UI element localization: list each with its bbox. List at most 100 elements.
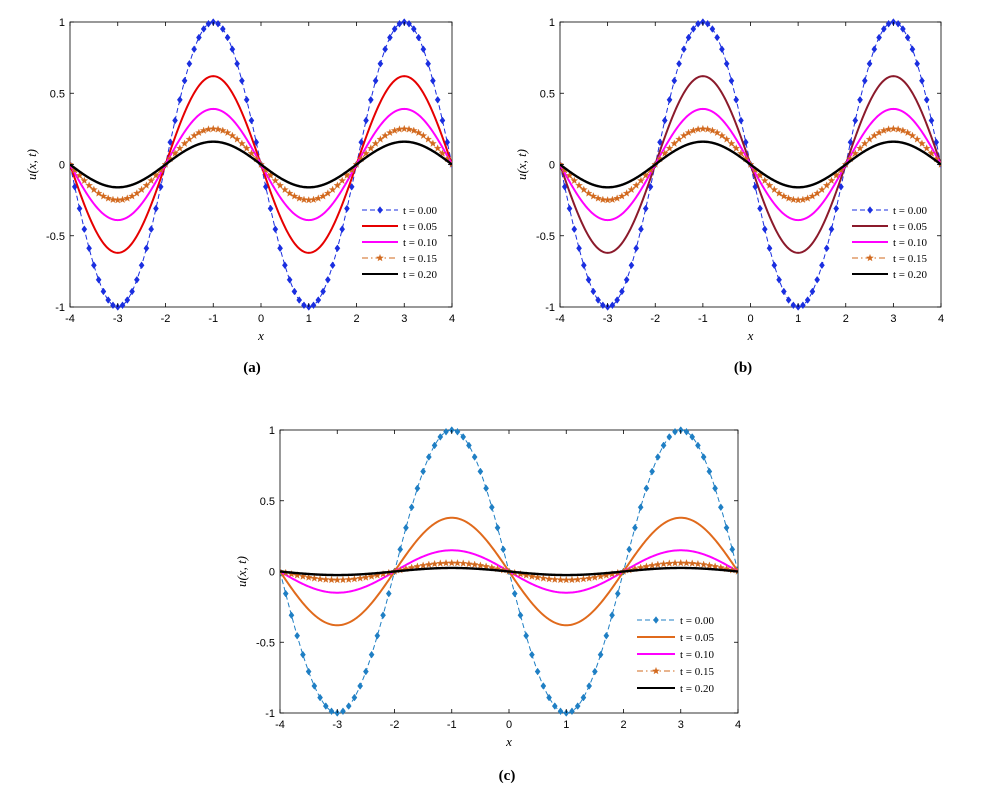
- x-tick-label: 2: [843, 313, 849, 325]
- series-3-marker: [539, 574, 548, 582]
- series-3-marker: [242, 144, 251, 152]
- series-0-marker: [576, 244, 582, 253]
- series-0-marker: [638, 225, 644, 234]
- series-0-marker: [919, 76, 925, 85]
- series-0-marker: [880, 25, 887, 33]
- y-tick-label: -1: [265, 708, 275, 720]
- series-3-marker: [550, 575, 559, 583]
- series-0-marker: [597, 650, 604, 659]
- series-0-marker: [633, 244, 640, 253]
- legend-marker-3: [376, 253, 384, 262]
- series-0-marker: [600, 301, 606, 310]
- series-3-marker: [727, 139, 736, 147]
- series-3-marker: [338, 176, 347, 184]
- series-0-marker: [291, 287, 298, 296]
- series-3-marker: [290, 192, 299, 200]
- series-0-marker: [712, 484, 718, 493]
- x-tick-label: -4: [65, 313, 75, 325]
- series-3-marker: [228, 131, 237, 139]
- series-3-marker: [899, 126, 907, 134]
- series-3-marker: [465, 559, 473, 568]
- series-0-marker: [569, 707, 575, 716]
- series-0-marker: [434, 95, 441, 104]
- legend-label-2: t = 0.10: [893, 237, 928, 249]
- series-0-marker: [719, 45, 725, 54]
- series-0-marker: [790, 301, 797, 310]
- series-3-marker: [123, 194, 132, 202]
- series-0-marker: [86, 244, 92, 253]
- series-0-marker: [277, 244, 283, 253]
- series-0-marker: [649, 467, 655, 476]
- series-3-marker: [281, 185, 289, 193]
- series-3-marker: [654, 560, 662, 568]
- series-0-marker: [592, 667, 598, 676]
- legend-label-1: t = 0.05: [680, 632, 715, 644]
- chart-a: -4 -3 -2 -1 0 1 2 3 4 -1 -0.5 0 0.5 1 x u(x, t) t = 0.00…: [24, 17, 455, 376]
- series-3-marker: [584, 189, 593, 197]
- series-3-marker: [575, 181, 583, 189]
- series-0-marker: [609, 611, 615, 620]
- series-0-marker: [666, 433, 673, 441]
- series-0-marker: [239, 76, 245, 85]
- series-0-marker: [397, 545, 404, 554]
- series-0-marker: [363, 667, 369, 676]
- series-3-marker: [195, 128, 203, 137]
- series-0-marker: [632, 523, 638, 532]
- series-0-marker: [363, 116, 369, 125]
- series-3-marker: [350, 575, 359, 583]
- series-line-4: [560, 140, 941, 189]
- series-3-marker: [889, 124, 898, 133]
- series-0-marker: [167, 138, 174, 147]
- series-3-marker: [579, 185, 588, 193]
- series-3-marker: [233, 135, 241, 143]
- series-0-marker: [823, 244, 830, 253]
- series-0-marker: [408, 503, 415, 512]
- series-3-marker: [390, 126, 399, 134]
- x-axis-label: x: [257, 328, 264, 343]
- y-tick-label: 1: [269, 425, 275, 437]
- series-0-marker: [176, 95, 183, 104]
- series-0-marker: [420, 45, 427, 54]
- x-axis-label: x: [505, 734, 512, 749]
- series-0-marker: [391, 25, 398, 33]
- series-3-marker: [642, 562, 651, 570]
- series-0-marker: [557, 707, 564, 716]
- series-0-marker: [439, 116, 446, 125]
- series-0-marker: [382, 45, 389, 54]
- series-0-marker: [654, 453, 661, 461]
- x-tick-label: 0: [506, 719, 512, 731]
- series-3-marker: [247, 149, 256, 157]
- series-0-marker: [529, 650, 535, 659]
- series-0-marker: [387, 33, 393, 42]
- legend-label-4: t = 0.20: [403, 269, 438, 281]
- series-0-marker: [119, 301, 126, 310]
- series-0-marker: [483, 484, 489, 493]
- series-0-marker: [301, 301, 307, 310]
- series-0-marker: [191, 45, 198, 54]
- series-0-marker: [124, 296, 131, 304]
- series-0-marker: [215, 19, 221, 28]
- series-0-marker: [248, 116, 255, 125]
- series-0-marker: [704, 19, 711, 28]
- series-0-marker: [700, 453, 707, 461]
- series-3-marker: [660, 149, 669, 157]
- series-3-marker: [433, 144, 442, 152]
- series-3-marker: [276, 181, 284, 189]
- series-0-marker: [396, 19, 403, 28]
- series-0-marker: [414, 484, 421, 493]
- series-3-marker: [430, 559, 439, 568]
- legend-label-0: t = 0.00: [403, 205, 438, 217]
- series-0-marker: [324, 275, 331, 284]
- series-0-marker: [345, 702, 352, 710]
- series-3-marker: [314, 194, 323, 202]
- series-3-marker: [381, 131, 389, 139]
- series-3-marker: [321, 575, 330, 583]
- series-3-marker: [632, 181, 641, 189]
- series-3-marker: [310, 574, 319, 582]
- x-tick-label: 1: [306, 313, 312, 325]
- series-3-marker: [699, 560, 708, 568]
- series-3-marker: [304, 573, 313, 581]
- series-0-marker: [729, 545, 736, 554]
- series-0-marker: [224, 33, 231, 42]
- series-0-marker: [315, 296, 322, 304]
